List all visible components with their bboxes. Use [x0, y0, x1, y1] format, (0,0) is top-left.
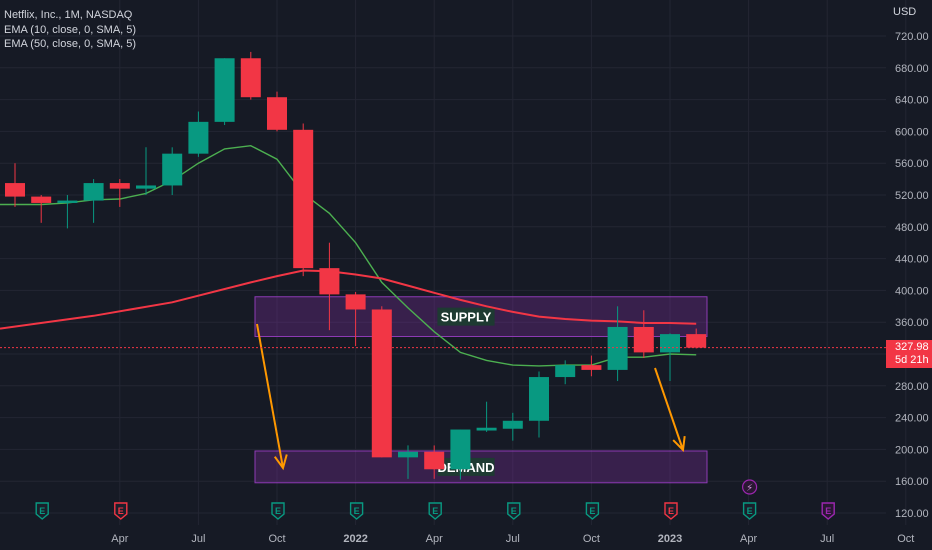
- time-tick-label: Oct: [268, 533, 285, 545]
- time-tick-label: 2022: [343, 533, 367, 545]
- candle-body: [267, 97, 287, 130]
- time-tick-label: Apr: [426, 533, 443, 545]
- time-tick-label: Apr: [740, 533, 757, 545]
- candle-body: [109, 183, 130, 189]
- candle-body: [424, 451, 445, 470]
- price-tick-label: 440.00: [895, 254, 929, 266]
- earnings-glyph: E: [825, 506, 831, 516]
- earnings-icon[interactable]: E: [35, 502, 49, 520]
- price-tick-label: 640.00: [895, 95, 929, 107]
- earnings-icon[interactable]: E: [349, 502, 364, 520]
- price-tick-label: 520.00: [895, 190, 929, 202]
- candle-body: [83, 183, 104, 201]
- earnings-glyph: E: [432, 506, 438, 516]
- earnings-icon[interactable]: E: [271, 502, 285, 520]
- time-axis[interactable]: AprJulOct2022AprJulOct2023AprJulOct2: [111, 533, 932, 545]
- price-tick-label: 280.00: [895, 381, 929, 393]
- candle-body: [345, 294, 366, 310]
- price-tick-label: 200.00: [895, 444, 929, 456]
- price-tick-label: 360.00: [895, 317, 929, 329]
- candle-body: [31, 196, 52, 203]
- time-tick-label: Oct: [897, 533, 914, 545]
- time-tick-label: Jul: [191, 533, 205, 545]
- candle-body: [660, 334, 680, 353]
- earnings-glyph: E: [747, 506, 753, 516]
- ema50-line: [0, 269, 697, 330]
- time-tick-label: 2023: [658, 533, 682, 545]
- earnings-icon[interactable]: E: [428, 502, 442, 520]
- time-tick-label: Oct: [583, 533, 600, 545]
- legend-ema10[interactable]: EMA (10, close, 0, SMA, 5): [4, 23, 137, 36]
- candle-body: [240, 58, 261, 98]
- candle-body: [214, 58, 235, 122]
- candle-body: [476, 427, 497, 431]
- earnings-glyph: E: [275, 506, 281, 516]
- candle-layer: [5, 51, 707, 480]
- down-arrow-annotation: [256, 323, 288, 471]
- candle-body: [633, 326, 654, 353]
- candle-body: [319, 268, 340, 295]
- earnings-icon[interactable]: E: [585, 502, 600, 520]
- time-tick-label: Apr: [111, 533, 128, 545]
- candle-body: [686, 334, 707, 348]
- down-arrow-annotation: [654, 367, 686, 453]
- zone-label-bg: [437, 307, 495, 326]
- earnings-icon[interactable]: E: [664, 502, 678, 520]
- legend-symbol-title[interactable]: Netflix, Inc., 1M, NASDAQ: [4, 9, 133, 21]
- price-tick-label: 680.00: [895, 63, 929, 75]
- candle-body: [607, 326, 628, 370]
- chart-grid: [0, 0, 907, 525]
- candle-body: [502, 420, 523, 429]
- price-tick-label: 600.00: [895, 126, 929, 138]
- dividend-icon[interactable]: [741, 479, 758, 495]
- earnings-glyph: E: [668, 506, 674, 516]
- candle-body: [162, 153, 183, 186]
- earnings-icon[interactable]: E: [114, 502, 128, 520]
- last-price-tag: 327.98 5d 21h: [886, 340, 932, 368]
- earnings-icon[interactable]: E: [821, 502, 835, 520]
- event-markers: E E E E E E E E E ⚡ E: [35, 479, 835, 520]
- price-tick-label: 160.00: [895, 476, 929, 488]
- candle-body: [529, 377, 549, 421]
- earnings-glyph: E: [39, 506, 45, 516]
- candle-body: [398, 451, 418, 458]
- ema-layer: [0, 144, 697, 367]
- price-tick-label: 400.00: [895, 285, 929, 297]
- earnings-glyph: E: [511, 506, 517, 516]
- candle-body: [5, 183, 25, 197]
- zone-label-supply: SUPPLY: [441, 310, 492, 325]
- legend-ema50[interactable]: EMA (50, close, 0, SMA, 5): [4, 38, 137, 50]
- price-tick-label: 720.00: [895, 31, 929, 43]
- bar-countdown: 5d 21h: [895, 354, 929, 366]
- earnings-glyph: E: [354, 506, 360, 516]
- dividend-glyph: ⚡: [746, 483, 753, 494]
- earnings-glyph: E: [118, 506, 124, 516]
- candle-body: [293, 129, 314, 269]
- chart-legend: Netflix, Inc., 1M, NASDAQ EMA (10, close…: [4, 8, 136, 52]
- ema10-line: [0, 144, 697, 367]
- candle-body: [136, 185, 156, 189]
- price-tick-label: 240.00: [895, 413, 929, 425]
- candle-body: [371, 309, 392, 458]
- zone-layer: SUPPLYDEMAND: [254, 296, 708, 484]
- price-tick-label: 480.00: [895, 222, 929, 234]
- price-tick-label: 560.00: [895, 158, 929, 170]
- price-axis[interactable]: 120.00160.00200.00240.00280.00320.00360.…: [895, 31, 929, 520]
- currency-label: USD: [893, 6, 917, 18]
- time-tick-label: Jul: [506, 533, 520, 545]
- candle-body: [57, 200, 78, 203]
- earnings-glyph: E: [589, 506, 595, 516]
- candle-body: [450, 429, 471, 470]
- price-tick-label: 120.00: [895, 508, 929, 520]
- last-price-value: 327.98: [895, 341, 929, 353]
- earnings-icon[interactable]: E: [742, 502, 757, 520]
- time-tick-label: Jul: [820, 533, 834, 545]
- candle-body: [188, 121, 209, 154]
- candle-body: [555, 365, 576, 378]
- candle-body: [581, 365, 602, 370]
- earnings-icon[interactable]: E: [507, 502, 521, 520]
